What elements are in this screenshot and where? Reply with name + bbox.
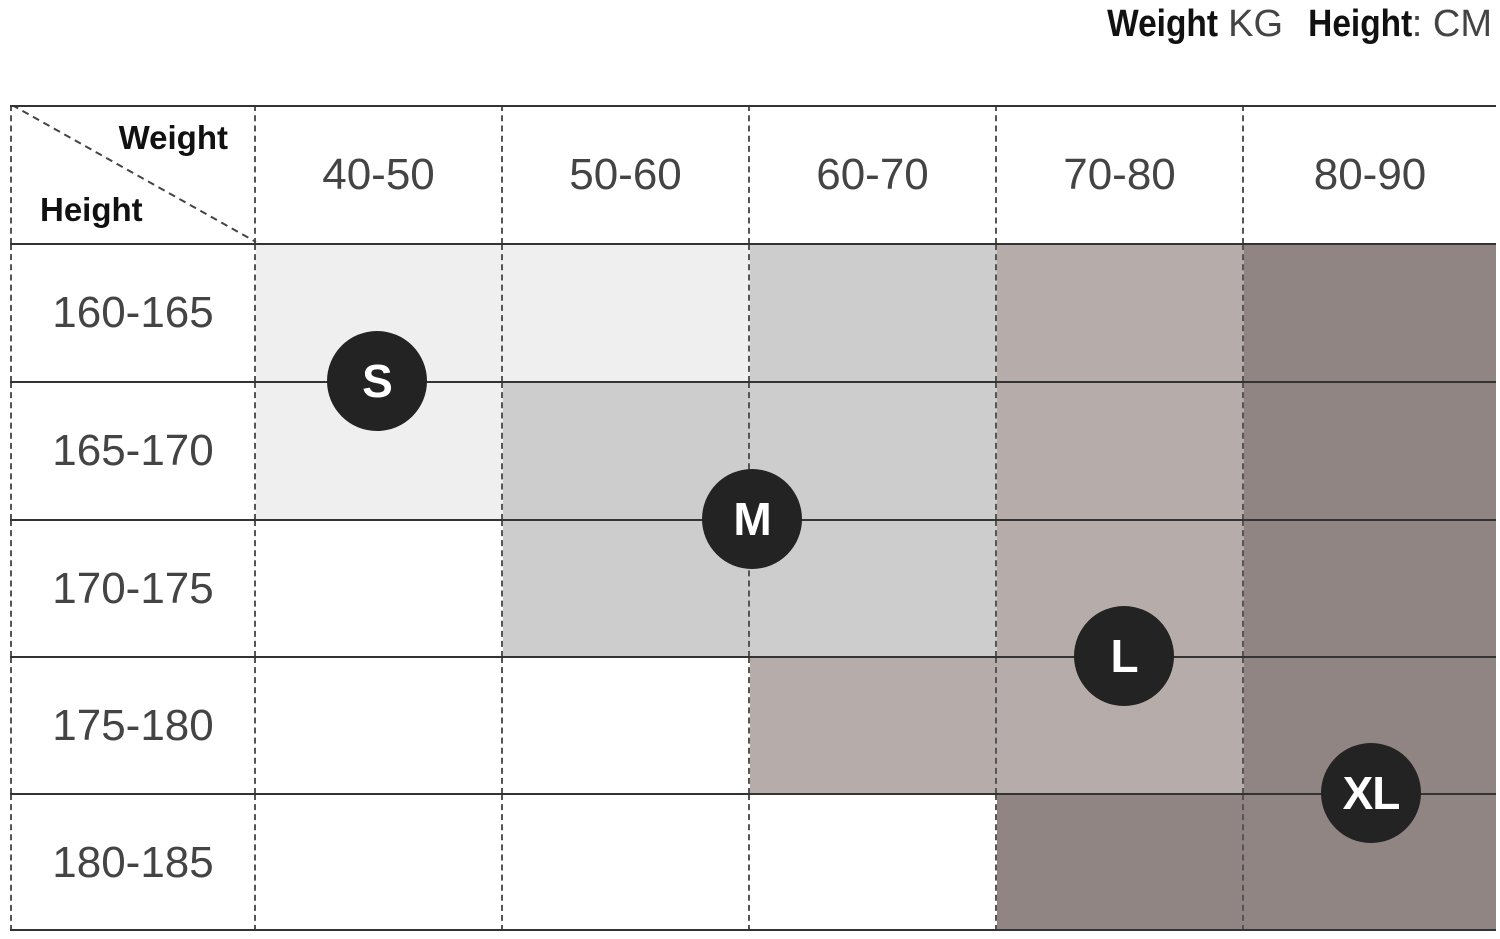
height-header: 180-185	[10, 794, 256, 931]
size-cell	[750, 657, 997, 794]
size-grid: Weight Height 40-50 50-60 60-70 70-80 80…	[10, 105, 1496, 931]
weight-header: 80-90	[1313, 149, 1427, 199]
size-cell	[750, 244, 997, 382]
diagonal-line	[12, 105, 257, 243]
weight-header: 60-70	[750, 105, 997, 244]
row-divider	[10, 381, 1496, 383]
size-badge-s: S	[327, 331, 427, 431]
size-badge-xl: XL	[1321, 743, 1421, 843]
size-cell	[256, 794, 503, 931]
height-unit-label: Height	[1307, 3, 1412, 45]
size-chart: Weight Height 40-50 50-60 60-70 70-80 80…	[10, 105, 1496, 931]
size-cell	[997, 382, 1244, 520]
row-divider	[10, 793, 1496, 795]
row-divider	[10, 656, 1496, 658]
size-cell	[750, 794, 997, 931]
weight-header: 40-50	[256, 105, 503, 244]
height-unit: : CM	[1411, 3, 1492, 45]
size-cell	[503, 794, 750, 931]
size-badge-l: L	[1074, 606, 1174, 706]
size-cell	[1244, 382, 1496, 520]
height-header: 170-175	[10, 520, 256, 657]
row-divider	[10, 929, 1496, 931]
size-cell	[503, 657, 750, 794]
row-divider	[10, 243, 1496, 245]
size-cell	[256, 520, 503, 657]
weight-unit-label: Weight	[1106, 3, 1218, 45]
size-cell	[503, 244, 750, 382]
height-header: 165-170	[10, 382, 256, 520]
size-badge-m: M	[702, 469, 802, 569]
weight-unit: KG	[1228, 3, 1283, 45]
height-header: 175-180	[10, 657, 256, 794]
size-cell	[997, 794, 1244, 931]
corner-height-label: Height	[40, 191, 143, 228]
size-cell	[997, 244, 1244, 382]
row-divider	[10, 105, 1496, 107]
units-caption: Weight KG Height: CM	[1092, 2, 1492, 46]
size-cell	[1244, 244, 1496, 382]
height-header: 160-165	[10, 244, 256, 382]
corner-cell: Weight Height	[10, 105, 257, 244]
size-cell	[1244, 520, 1496, 657]
size-cell	[256, 657, 503, 794]
corner-weight-label: Weight	[118, 119, 228, 156]
weight-header: 70-80	[997, 105, 1244, 244]
weight-header: 50-60	[503, 105, 750, 244]
